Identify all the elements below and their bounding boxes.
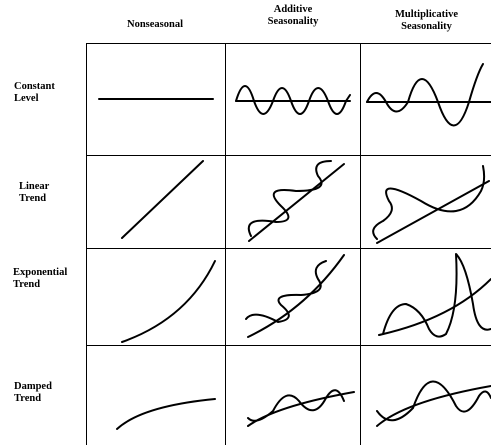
cell-constant-multiplicative bbox=[366, 63, 491, 127]
multiplicative-seasonal-wave bbox=[376, 380, 491, 422]
grid-vertical-line-right bbox=[360, 43, 361, 445]
grid-horizontal-line-top bbox=[86, 43, 491, 44]
cell-linear-multiplicative bbox=[372, 165, 490, 244]
exponential-trend-curve bbox=[121, 260, 216, 343]
cell-constant-additive bbox=[235, 85, 351, 115]
linear-trend-line bbox=[248, 163, 345, 242]
grid-horizontal-line-4 bbox=[86, 345, 491, 346]
row-label-linear-line2: Trend bbox=[19, 193, 47, 204]
grid-horizontal-line-2 bbox=[86, 155, 491, 156]
grid-horizontal-line-3 bbox=[86, 248, 491, 249]
cell-constant-nonseasonal bbox=[98, 98, 214, 100]
row-label-exponential-trend: Exponential Trend bbox=[13, 267, 67, 291]
additive-seasonal-wave bbox=[235, 85, 351, 115]
additive-seasonal-wave bbox=[245, 260, 327, 323]
multiplicative-seasonal-wave bbox=[372, 165, 486, 240]
linear-trend-line bbox=[121, 160, 204, 239]
column-header-additive-line2: Seasonality bbox=[267, 16, 319, 27]
additive-seasonal-wave bbox=[247, 389, 345, 422]
row-label-linear-trend: Linear Trend bbox=[19, 181, 49, 205]
column-header-multiplicative-line1: Multiplicative bbox=[395, 9, 458, 20]
multiplicative-seasonal-wave bbox=[366, 63, 484, 127]
row-label-linear-line1: Linear bbox=[19, 181, 50, 192]
cell-exponential-multiplicative bbox=[378, 253, 491, 338]
column-header-multiplicative-line2: Seasonality bbox=[401, 21, 452, 32]
grid-vertical-line-middle bbox=[225, 43, 226, 445]
additive-seasonal-wave bbox=[247, 160, 332, 237]
grid-vertical-line-left bbox=[86, 43, 87, 445]
linear-trend-line bbox=[376, 180, 490, 244]
exponential-trend-curve bbox=[378, 278, 491, 336]
column-header-multiplicative-seasonality: Multiplicative Seasonality bbox=[362, 9, 491, 33]
cell-exponential-additive bbox=[245, 254, 345, 338]
cell-damped-nonseasonal bbox=[116, 398, 216, 430]
cell-linear-additive bbox=[247, 160, 345, 242]
cell-damped-additive bbox=[247, 389, 355, 427]
damped-trend-curve bbox=[376, 385, 491, 427]
column-header-additive-seasonality: Additive Seasonality bbox=[228, 4, 358, 28]
row-label-damped-trend: Damped Trend bbox=[14, 381, 52, 405]
row-label-constant-line2: Level bbox=[14, 93, 39, 104]
row-label-exponential-line1: Exponential bbox=[13, 267, 68, 278]
row-label-damped-line1: Damped bbox=[14, 381, 52, 392]
column-header-nonseasonal: Nonseasonal bbox=[95, 19, 215, 31]
row-label-exponential-line2: Trend bbox=[13, 279, 41, 290]
column-header-additive-line1: Additive bbox=[273, 4, 313, 15]
row-label-constant-level: Constant Level bbox=[14, 81, 55, 105]
multiplicative-seasonal-wave bbox=[382, 253, 491, 338]
cell-linear-nonseasonal bbox=[121, 160, 204, 239]
damped-trend-curve bbox=[247, 391, 355, 427]
column-header-nonseasonal-text: Nonseasonal bbox=[126, 19, 183, 30]
cell-exponential-nonseasonal bbox=[121, 260, 216, 343]
row-label-damped-line2: Trend bbox=[14, 393, 42, 404]
exponential-trend-curve bbox=[247, 254, 345, 338]
damped-trend-curve bbox=[116, 398, 216, 430]
row-label-constant-line1: Constant bbox=[14, 81, 55, 92]
cell-damped-multiplicative bbox=[376, 380, 491, 427]
